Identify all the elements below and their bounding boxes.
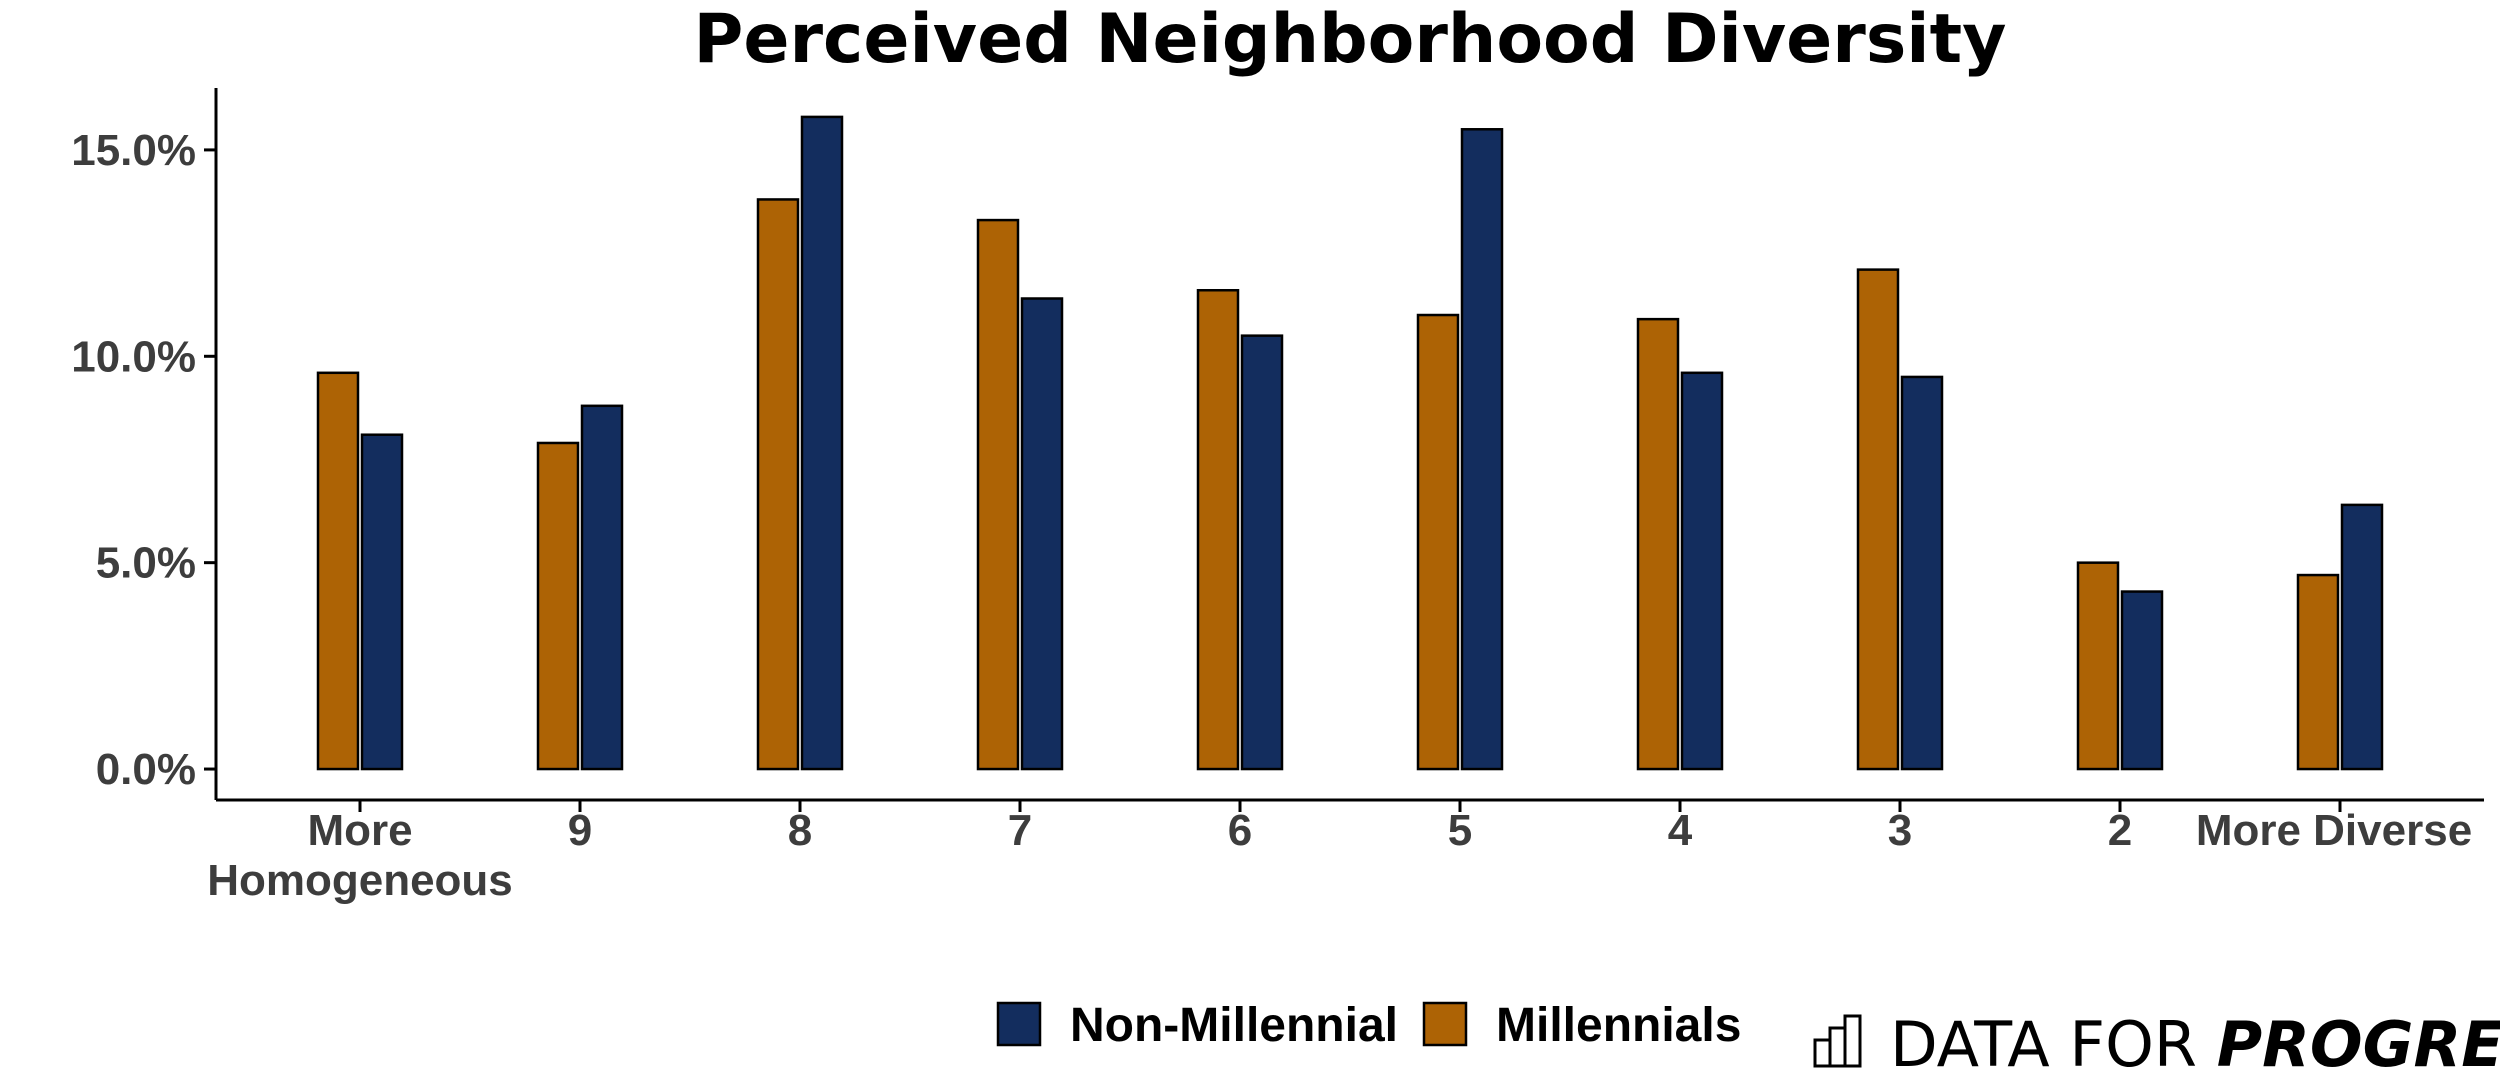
brand-text: DATA FOR PROGRESS [1890, 1008, 2500, 1079]
bar-non-millennial-8 [2120, 590, 2164, 771]
x-tick-label: 3 [1888, 806, 1912, 855]
x-tick-label: More Homogeneous [207, 806, 513, 905]
legend-swatch [996, 1001, 1042, 1047]
bar-millennials-0 [316, 371, 360, 771]
legend-label: Millennials [1496, 999, 1741, 1052]
x-tick-label: 5 [1448, 806, 1472, 855]
bar-chart-icon [1813, 1014, 1862, 1068]
y-tick-label: 5.0% [96, 539, 196, 588]
bar-millennials-4 [1196, 288, 1240, 771]
bar-non-millennial-9 [2340, 503, 2384, 771]
y-tick-label: 10.0% [71, 332, 196, 381]
bar-non-millennial-3 [1020, 297, 1064, 771]
x-tick-label: 7 [1008, 806, 1032, 855]
x-tick-label: 9 [568, 806, 592, 855]
bar-non-millennial-1 [580, 404, 624, 771]
bar-non-millennial-6 [1680, 371, 1724, 771]
legend-label: Non-Millennial [1070, 999, 1398, 1052]
branding-logo: DATA FOR PROGRESS [1813, 1008, 2500, 1079]
x-tick-label: 6 [1228, 806, 1252, 855]
bar-millennials-7 [1856, 268, 1900, 771]
bar-non-millennial-5 [1460, 128, 1504, 771]
bar-millennials-5 [1416, 313, 1460, 771]
bar-millennials-1 [536, 441, 580, 771]
x-tick-label: More Diverse [2196, 806, 2472, 855]
bar-non-millennial-4 [1240, 334, 1284, 771]
legend: Non-Millennial Millennials [996, 999, 1741, 1052]
chart-title: Perceived Neighborhood Diversity [694, 0, 2007, 79]
bar-non-millennial-0 [360, 433, 404, 771]
legend-swatch [1422, 1001, 1468, 1047]
y-tick-label: 15.0% [71, 126, 196, 175]
bars [316, 115, 2384, 771]
x-tick-label: 8 [788, 806, 812, 855]
bar-non-millennial-2 [800, 115, 844, 771]
y-axis-ticks: 0.0% 5.0% 10.0% 15.0% [71, 126, 216, 794]
x-axis-ticks: More Homogeneous 9 8 7 6 5 4 3 2 More Diverse [207, 800, 2472, 905]
brand-text-strong: PROGRESS [2217, 1008, 2500, 1079]
bar-non-millennial-7 [1900, 375, 1944, 771]
x-tick-label: 2 [2108, 806, 2132, 855]
bar-millennials-6 [1636, 317, 1680, 771]
x-tick-label: 4 [1668, 806, 1693, 855]
bar-millennials-3 [976, 218, 1020, 771]
bar-millennials-8 [2076, 561, 2120, 771]
bar-millennials-2 [756, 198, 800, 771]
bar-millennials-9 [2296, 573, 2340, 771]
brand-text-light: DATA FOR [1890, 1008, 2217, 1079]
axes [214, 88, 2484, 802]
y-tick-label: 0.0% [96, 745, 196, 794]
